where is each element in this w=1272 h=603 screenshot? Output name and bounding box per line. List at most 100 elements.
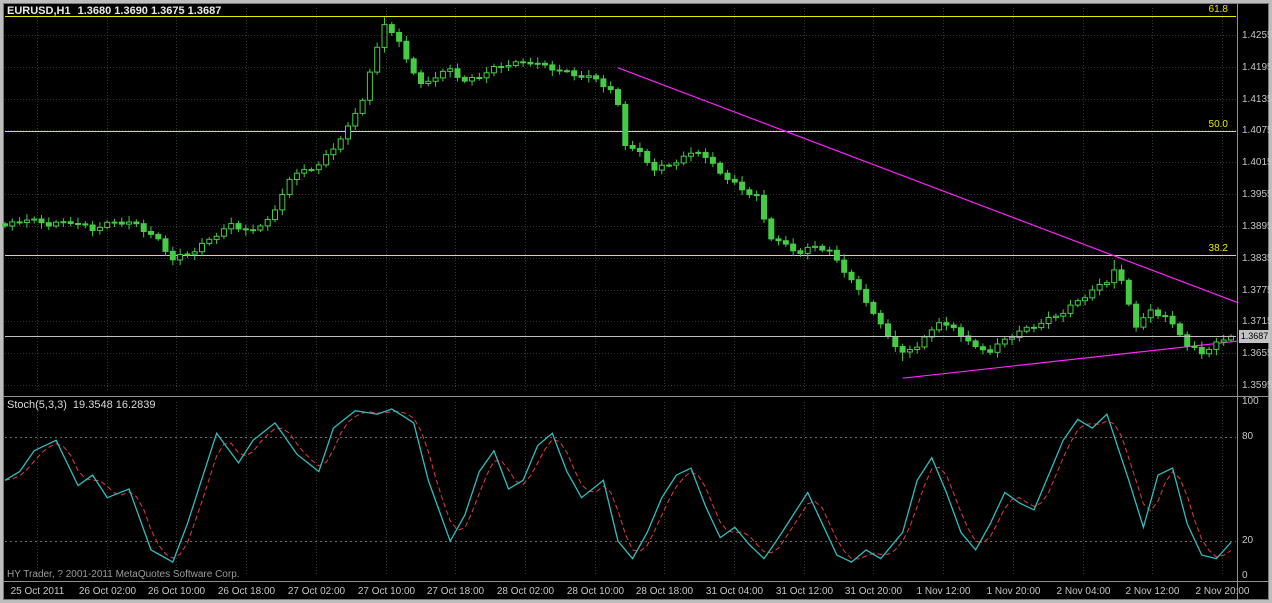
candle-body bbox=[731, 178, 738, 183]
candle-body bbox=[279, 194, 286, 211]
candle-body bbox=[936, 322, 943, 331]
candle-body bbox=[615, 89, 621, 105]
candle-body bbox=[636, 147, 643, 152]
candle-body bbox=[695, 151, 702, 154]
candle-body bbox=[410, 58, 417, 74]
candle-body bbox=[1140, 317, 1147, 328]
candle-body bbox=[199, 242, 205, 253]
candle-body bbox=[177, 254, 184, 261]
candle-body bbox=[23, 219, 30, 224]
candle-body bbox=[220, 228, 227, 237]
candle-body bbox=[206, 238, 213, 244]
candle-body bbox=[1169, 315, 1176, 325]
candle-body bbox=[556, 69, 563, 72]
candle-body bbox=[75, 223, 81, 225]
candle-body bbox=[709, 156, 716, 164]
candle-body bbox=[45, 222, 52, 227]
candle-body bbox=[790, 243, 797, 252]
candle-body bbox=[213, 235, 220, 240]
candle-body bbox=[1228, 335, 1234, 341]
candle-body bbox=[593, 75, 600, 80]
candle-body bbox=[848, 271, 855, 281]
candle-body bbox=[1220, 339, 1227, 343]
candle-body bbox=[629, 145, 636, 149]
candle-body bbox=[717, 162, 724, 174]
candle-body bbox=[396, 32, 403, 42]
candle-body bbox=[162, 238, 169, 252]
candle-body bbox=[330, 148, 337, 156]
candle-body bbox=[272, 209, 278, 221]
candle-body bbox=[286, 178, 293, 195]
candle-body bbox=[746, 189, 753, 196]
candle-body bbox=[505, 65, 512, 68]
candle-body bbox=[906, 349, 913, 353]
candle-body bbox=[38, 218, 45, 224]
candle-body bbox=[228, 223, 235, 230]
candle-body bbox=[257, 225, 264, 231]
candle-body bbox=[943, 322, 950, 326]
candle-body bbox=[1060, 312, 1067, 317]
trendline[interactable] bbox=[902, 340, 1239, 379]
candle-body bbox=[972, 340, 979, 348]
candle-body bbox=[928, 329, 935, 338]
candle-body bbox=[1096, 284, 1103, 291]
candle-body bbox=[2, 223, 8, 227]
candle-body bbox=[1016, 330, 1023, 339]
candle-body bbox=[542, 62, 548, 66]
candle-body bbox=[1001, 338, 1008, 345]
candle-body bbox=[418, 72, 424, 85]
candle-body bbox=[644, 151, 651, 163]
candle-body bbox=[1147, 309, 1154, 319]
candle-body bbox=[498, 66, 505, 68]
candle-body bbox=[155, 233, 162, 240]
candle-body bbox=[863, 288, 870, 303]
candle-body bbox=[1038, 322, 1045, 329]
candlestick-series bbox=[2, 17, 1234, 362]
candle-body bbox=[1213, 341, 1220, 350]
trendline[interactable] bbox=[617, 67, 1239, 304]
candle-body bbox=[826, 249, 833, 252]
candle-body bbox=[950, 324, 957, 329]
candle-body bbox=[1198, 347, 1205, 355]
candle-body bbox=[987, 349, 994, 353]
candle-body bbox=[439, 70, 446, 79]
candle-body bbox=[1089, 289, 1096, 299]
candle-body bbox=[877, 312, 884, 325]
candle-body bbox=[1067, 304, 1074, 314]
candle-body bbox=[571, 70, 578, 77]
candle-body bbox=[293, 172, 300, 180]
candle-body bbox=[1031, 326, 1037, 329]
candle-body bbox=[658, 164, 665, 171]
candle-body bbox=[1125, 279, 1132, 305]
candle-body bbox=[549, 64, 556, 71]
candle-body bbox=[761, 194, 767, 220]
candle-body bbox=[169, 250, 176, 261]
candle-body bbox=[739, 181, 746, 191]
candle-body bbox=[1052, 315, 1059, 318]
candle-body bbox=[702, 151, 709, 158]
candle-body bbox=[104, 221, 111, 228]
candle-body bbox=[1184, 334, 1191, 347]
candle-body bbox=[520, 61, 527, 64]
candle-body bbox=[366, 71, 373, 101]
candle-body bbox=[337, 138, 344, 150]
candle-body bbox=[315, 164, 322, 171]
candle-body bbox=[381, 24, 388, 48]
candle-body bbox=[812, 245, 818, 248]
candle-body bbox=[1118, 269, 1125, 281]
candle-body bbox=[242, 228, 249, 231]
candle-body bbox=[1045, 317, 1052, 324]
stoch-main-line bbox=[4, 408, 1232, 564]
candle-body bbox=[184, 253, 191, 256]
candle-body bbox=[994, 343, 1001, 353]
candle-body bbox=[804, 246, 811, 254]
candle-body bbox=[308, 169, 315, 172]
candle-body bbox=[133, 221, 140, 225]
candle-body bbox=[1162, 315, 1169, 318]
candle-body bbox=[111, 221, 118, 224]
candle-body bbox=[782, 240, 789, 245]
candle-body bbox=[16, 221, 23, 224]
candle-body bbox=[585, 75, 592, 78]
